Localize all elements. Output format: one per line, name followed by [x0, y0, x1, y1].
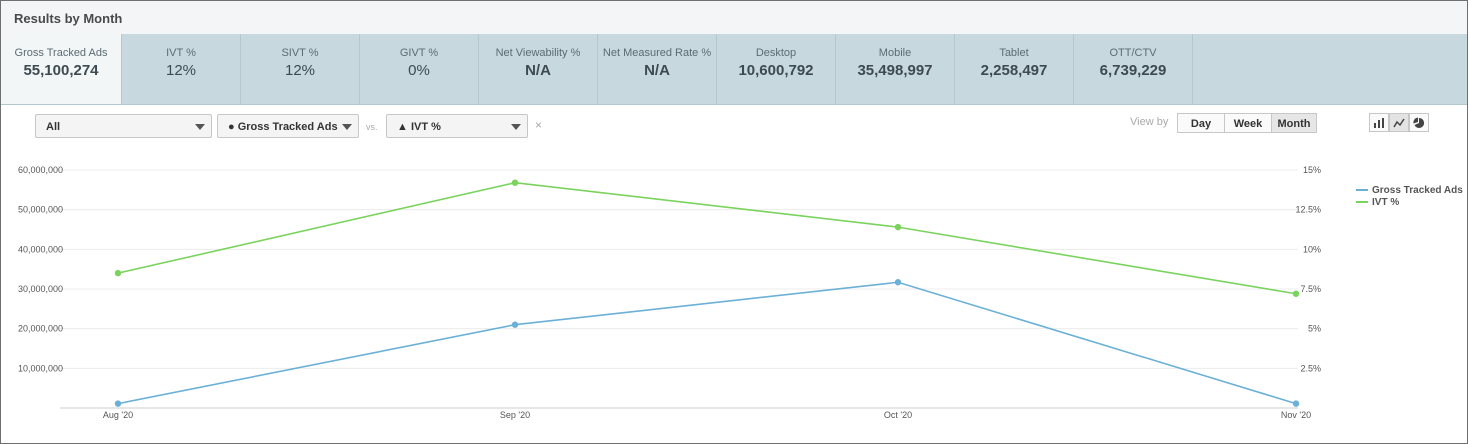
y-left-tick-label: 50,000,000 — [18, 205, 63, 215]
line-chart: 10,000,000 2.5% 20,000,000 5% 30,000,000 7.5%… — [18, 165, 1321, 420]
widget-title: Results by Month — [14, 11, 123, 26]
y-left-tick-label: 20,000,000 — [18, 324, 63, 334]
y-left-tick-label: 10,000,000 — [18, 363, 63, 373]
bar-chart-icon — [1374, 118, 1384, 128]
metric-value: 35,498,997 — [857, 62, 933, 79]
metric-value: 12% — [284, 62, 316, 79]
y-left-tick-label: 40,000,000 — [18, 244, 63, 254]
line-chart-button[interactable] — [1389, 113, 1409, 132]
metrics-bar: Gross Tracked Ads 55,100,274 IVT % 12% S… — [1, 34, 1467, 105]
series-line-ivt — [117, 181, 1297, 295]
clear-comparison-icon[interactable]: × — [535, 118, 543, 132]
legend-item-ivt: IVT % — [1356, 197, 1399, 208]
vs-label: vs. — [366, 122, 378, 132]
metric-tab-net-viewability[interactable]: Net Viewability % N/A — [479, 34, 598, 104]
chevron-down-icon — [342, 124, 352, 130]
metric-label: Gross Tracked Ads — [14, 47, 108, 59]
metric-tab-sivt[interactable]: SIVT % 12% — [241, 34, 360, 104]
metric-label: Net Measured Rate % — [602, 47, 712, 59]
metric-tab-mobile[interactable]: Mobile 35,498,997 — [836, 34, 955, 104]
chevron-down-icon — [511, 124, 521, 130]
metric-label: GIVT % — [399, 47, 439, 59]
data-point — [511, 179, 519, 186]
data-point — [1292, 400, 1300, 407]
secondary-metric-value: ▲ IVT % — [397, 121, 441, 133]
x-tick-label: Sep '20 — [500, 410, 530, 420]
chevron-down-icon — [195, 124, 205, 130]
y-left-tick-label: 30,000,000 — [18, 284, 63, 294]
metric-value: 2,258,497 — [980, 62, 1048, 79]
metric-value: N/A — [644, 62, 670, 79]
widget-header: Results by Month — [1, 1, 1467, 35]
data-point — [114, 269, 122, 277]
metric-value: 55,100,274 — [23, 62, 99, 79]
metric-label: Mobile — [878, 47, 912, 59]
y-right-tick-label: 10% — [1303, 244, 1321, 254]
metric-value: N/A — [525, 62, 551, 79]
primary-metric-value: ● Gross Tracked Ads — [228, 121, 338, 133]
metric-tab-gross-tracked-ads[interactable]: Gross Tracked Ads 55,100,274 — [1, 34, 122, 104]
legend-item-gross-tracked-ads: Gross Tracked Ads — [1356, 185, 1463, 196]
bar-chart-button[interactable] — [1369, 113, 1389, 132]
view-week-button[interactable]: Week — [1224, 113, 1272, 133]
x-tick-label: Nov '20 — [1281, 410, 1311, 420]
data-point — [114, 400, 122, 407]
legend-label: IVT % — [1372, 197, 1400, 208]
y-right-tick-label: 15% — [1303, 165, 1321, 175]
x-tick-label: Aug '20 — [103, 410, 133, 420]
line-chart-icon — [1393, 118, 1405, 128]
y-left-tick-label: 60,000,000 — [18, 165, 63, 175]
legend-swatch — [1356, 201, 1368, 204]
metric-label: OTT/CTV — [1109, 47, 1157, 59]
y-right-tick-label: 7.5% — [1300, 284, 1321, 294]
data-point — [1292, 290, 1300, 297]
metric-label: SIVT % — [281, 47, 319, 59]
metric-value: 6,739,229 — [1099, 62, 1167, 79]
pie-chart-icon — [1413, 117, 1425, 128]
metric-tab-ivt[interactable]: IVT % 12% — [122, 34, 241, 104]
primary-metric-select[interactable]: ● Gross Tracked Ads — [217, 114, 359, 138]
metric-label: Desktop — [755, 47, 797, 59]
metric-tab-givt[interactable]: GIVT % 0% — [360, 34, 479, 104]
series-line-gross-tracked-ads — [117, 281, 1297, 405]
metric-value: 10,600,792 — [738, 62, 814, 79]
filter-select[interactable]: All — [35, 114, 212, 138]
y-right-tick-label: 5% — [1308, 324, 1321, 334]
filter-select-value: All — [46, 121, 61, 133]
metric-tab-tablet[interactable]: Tablet 2,258,497 — [955, 34, 1074, 104]
view-month-button[interactable]: Month — [1271, 113, 1317, 133]
pie-chart-button[interactable] — [1409, 113, 1429, 132]
data-point — [511, 321, 519, 328]
metric-tab-desktop[interactable]: Desktop 10,600,792 — [717, 34, 836, 104]
x-tick-label: Oct '20 — [884, 410, 912, 420]
view-day-button[interactable]: Day — [1177, 113, 1225, 133]
legend-swatch — [1356, 189, 1368, 192]
y-right-tick-label: 12.5% — [1295, 205, 1321, 215]
view-by-label: View by — [1130, 116, 1169, 128]
metric-value: 0% — [408, 62, 430, 79]
metric-label: IVT % — [166, 47, 196, 59]
data-point — [894, 223, 902, 231]
metric-value: 12% — [165, 62, 197, 79]
metric-label: Tablet — [999, 47, 1029, 59]
metric-tab-ott-ctv[interactable]: OTT/CTV 6,739,229 — [1074, 34, 1193, 104]
y-right-tick-label: 2.5% — [1300, 363, 1321, 373]
metric-label: Net Viewability % — [495, 47, 581, 59]
secondary-metric-select[interactable]: ▲ IVT % — [386, 114, 528, 138]
data-point — [894, 279, 902, 286]
legend-label: Gross Tracked Ads — [1372, 185, 1463, 196]
metric-tab-net-measured-rate[interactable]: Net Measured Rate % N/A — [598, 34, 717, 104]
